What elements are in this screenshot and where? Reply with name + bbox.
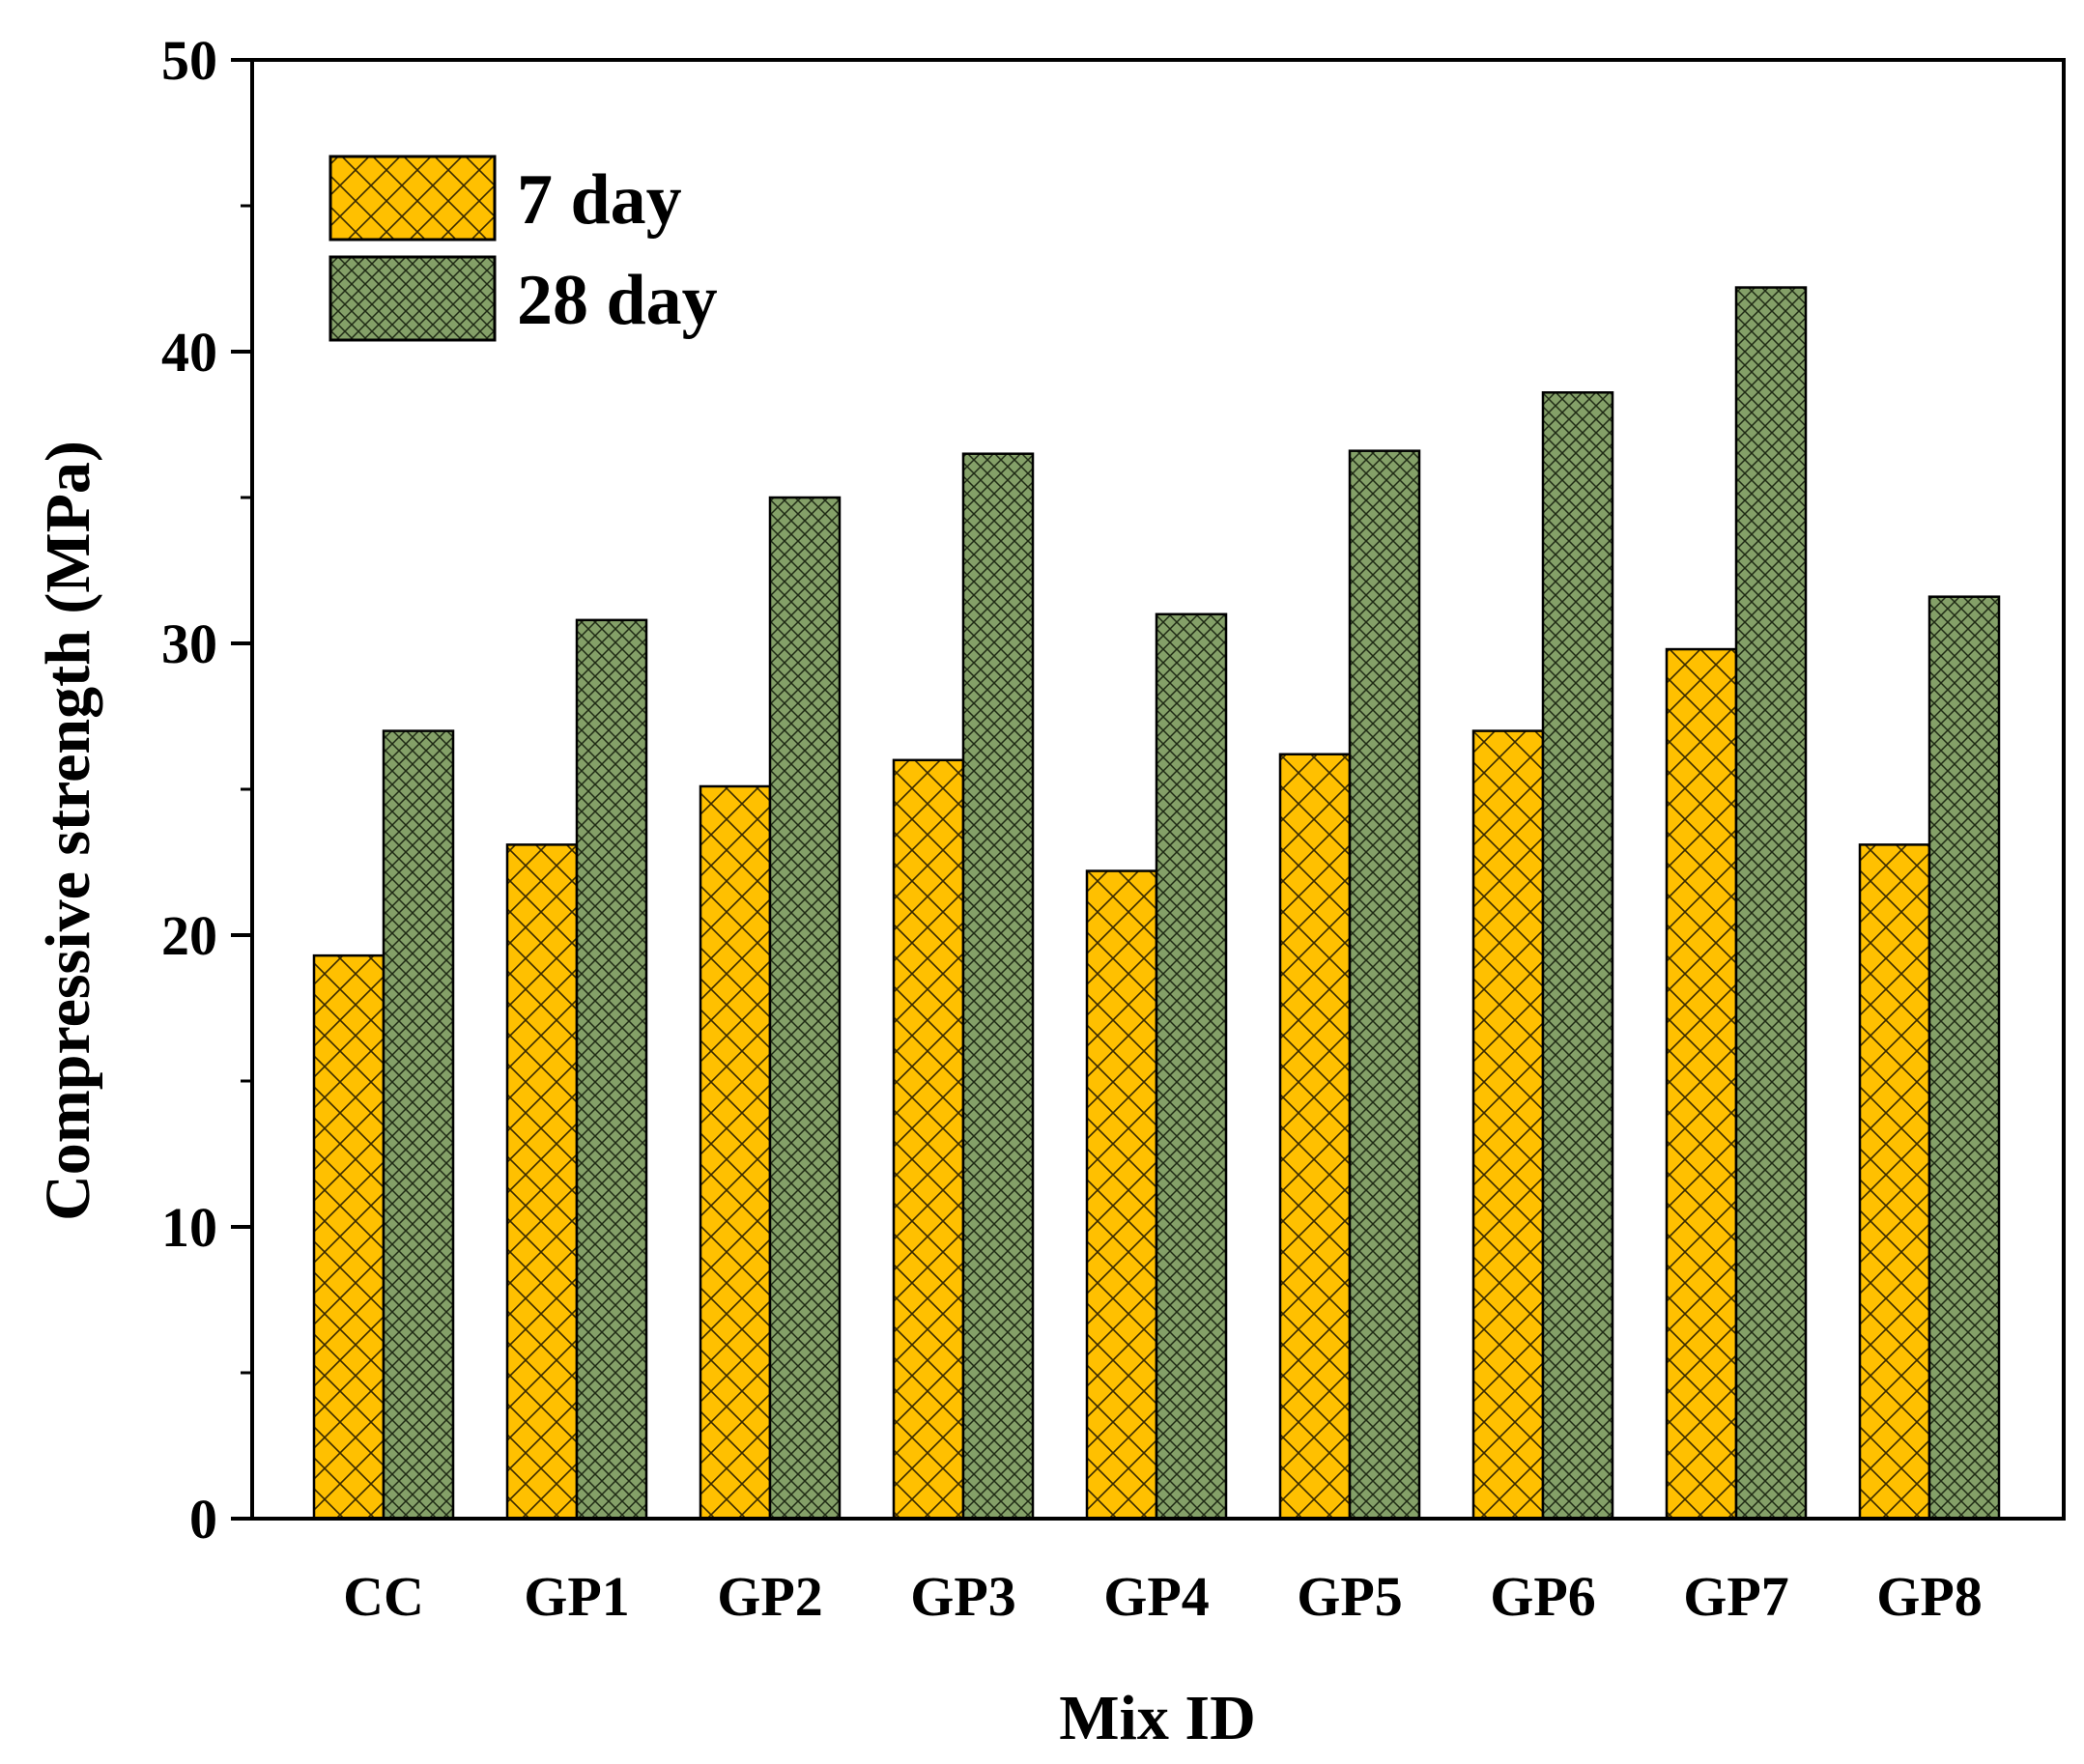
y-tick-label-50: 50 bbox=[161, 29, 217, 92]
x-axis-title: Mix ID bbox=[1059, 1683, 1255, 1753]
bar-28-day-gp4 bbox=[1155, 612, 1228, 1521]
x-tick-label-gp2: GP2 bbox=[717, 1565, 823, 1628]
x-tick-label-gp1: GP1 bbox=[524, 1565, 630, 1628]
x-tick-label-gp3: GP3 bbox=[910, 1565, 1016, 1628]
legend-swatch-7-day bbox=[328, 155, 497, 242]
x-tick-labels: CC GP1 GP2 GP3 GP4 GP5 GP6 GP7 GP8 bbox=[343, 1565, 1983, 1628]
bar-7-day-gp1 bbox=[505, 843, 579, 1521]
x-tick-label-gp8: GP8 bbox=[1876, 1565, 1983, 1628]
x-tick-label-cc: CC bbox=[343, 1565, 424, 1628]
plot-frame bbox=[250, 58, 2066, 1521]
x-tick-label-gp6: GP6 bbox=[1490, 1565, 1596, 1628]
bar-7-day-gp2 bbox=[699, 784, 772, 1521]
legend-label-28-day: 28 day bbox=[517, 261, 718, 340]
bar-28-day-gp8 bbox=[1927, 595, 2001, 1521]
bar-7-day-cc bbox=[312, 953, 385, 1521]
bar-28-day-gp5 bbox=[1348, 449, 1421, 1521]
y-tick-label-0: 0 bbox=[189, 1488, 217, 1551]
bar-28-day-gp7 bbox=[1734, 286, 1808, 1521]
y-tick-label-30: 30 bbox=[161, 612, 217, 675]
x-tick-label-gp5: GP5 bbox=[1297, 1565, 1403, 1628]
legend: 7 day 28 day bbox=[328, 155, 718, 342]
bars-layer bbox=[312, 286, 2001, 1521]
x-tick-label-gp7: GP7 bbox=[1683, 1565, 1789, 1628]
y-tick-label-10: 10 bbox=[161, 1196, 217, 1259]
y-tick-label-20: 20 bbox=[161, 904, 217, 967]
bar-28-day-gp6 bbox=[1541, 391, 1614, 1521]
x-tick-label-gp4: GP4 bbox=[1103, 1565, 1210, 1628]
bar-7-day-gp7 bbox=[1665, 647, 1738, 1521]
bar-28-day-gp2 bbox=[768, 496, 842, 1521]
bar-28-day-gp3 bbox=[961, 452, 1035, 1521]
legend-label-7-day: 7 day bbox=[517, 160, 682, 240]
bar-7-day-gp4 bbox=[1085, 869, 1158, 1521]
legend-swatch-28-day bbox=[328, 255, 497, 342]
bar-7-day-gp5 bbox=[1278, 753, 1352, 1521]
y-axis-title: Compressive strength (MPa) bbox=[33, 441, 103, 1221]
bar-7-day-gp3 bbox=[892, 758, 965, 1521]
bar-7-day-gp8 bbox=[1858, 843, 1931, 1521]
y-tick-label-40: 40 bbox=[161, 321, 217, 384]
bar-28-day-gp1 bbox=[575, 618, 648, 1521]
bar-7-day-gp6 bbox=[1471, 729, 1545, 1521]
bar-28-day-cc bbox=[382, 729, 455, 1521]
y-tick-labels: 0 10 20 30 40 50 bbox=[161, 29, 217, 1551]
ticks-layer bbox=[231, 58, 252, 1521]
